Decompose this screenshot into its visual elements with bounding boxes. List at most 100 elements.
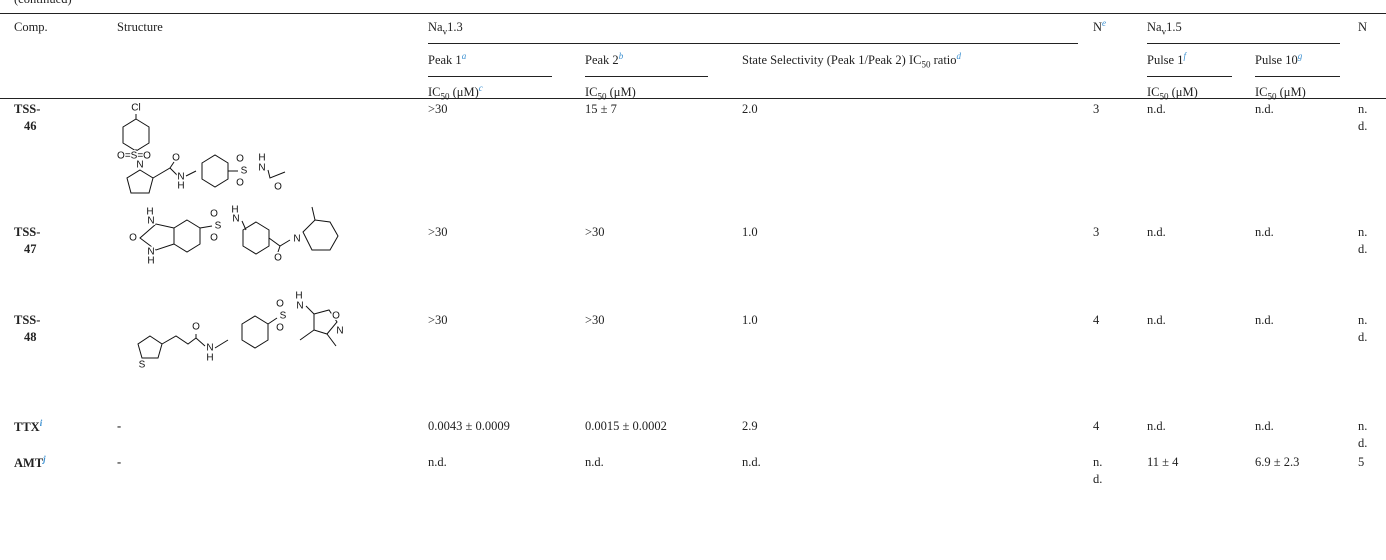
compound: TSS-47	[14, 225, 41, 256]
compound: TTXi	[14, 418, 42, 436]
atom-label: O	[192, 322, 200, 333]
rule	[1255, 76, 1340, 77]
n-e: 3	[1093, 225, 1100, 239]
header-cell: Structure	[117, 20, 163, 34]
ring	[201, 154, 229, 188]
text-part: 1.3	[447, 20, 463, 34]
atom-label: H	[147, 256, 154, 267]
text-part: State Selectivity (Peak 1/Peak 2) IC	[742, 53, 922, 67]
pulse1: n.d.	[1147, 102, 1166, 116]
text-part: 50	[597, 91, 607, 102]
ring	[241, 315, 269, 349]
rule	[428, 76, 552, 77]
text-part: AMT	[14, 456, 44, 470]
text-part: Peak 1	[428, 53, 462, 67]
atom-label: O	[274, 253, 282, 264]
text-part: 50	[440, 91, 450, 102]
pulse10: n.d.	[1255, 313, 1274, 327]
n: 5	[1358, 455, 1365, 469]
atom-label: N	[296, 301, 303, 312]
rule	[1147, 76, 1232, 77]
footnote-mark: d	[956, 50, 962, 61]
atom-label: O	[332, 311, 340, 322]
header-cell: Peak 1a	[428, 50, 467, 69]
peak2: >30	[585, 225, 605, 239]
text-part: Peak 2	[585, 53, 619, 67]
header-cell: IC50 (μM)c	[428, 83, 483, 102]
ring	[126, 169, 154, 194]
pulse10: n.d.	[1255, 419, 1274, 433]
text-part: 1.5	[1166, 20, 1182, 34]
atom-label: S	[215, 221, 222, 232]
rule	[0, 13, 1386, 14]
atom-label: H	[231, 205, 238, 216]
text-part: (μM)	[449, 85, 479, 99]
header-cell: IC50 (μM)	[1147, 84, 1198, 101]
rule	[428, 43, 1078, 44]
atom-label: O	[274, 182, 282, 193]
ratio: 1.0	[742, 225, 758, 239]
atom-label: H	[295, 291, 302, 302]
atom-label: Cl	[131, 103, 140, 114]
peak2: >30	[585, 313, 605, 327]
header-cell: State Selectivity (Peak 1/Peak 2) IC50 r…	[742, 50, 962, 70]
header-cell: Nav1.5	[1147, 19, 1182, 36]
pulse1: n.d.	[1147, 225, 1166, 239]
peak1: n.d.	[428, 455, 447, 469]
atom-label: N	[136, 160, 143, 171]
atom-label: H	[177, 181, 184, 192]
text-part: (μM)	[1276, 85, 1306, 99]
n: n. d.	[1358, 225, 1368, 256]
pulse10: n.d.	[1255, 102, 1274, 116]
ratio: 1.0	[742, 313, 758, 327]
atom-label: O	[129, 233, 137, 244]
structure: -	[117, 419, 122, 433]
footnote-mark: f	[1183, 50, 1186, 61]
text-part: 50	[921, 59, 931, 70]
ring	[242, 221, 270, 255]
pulse1: n.d.	[1147, 313, 1166, 327]
footnote-mark: b	[618, 50, 624, 61]
pulse1: n.d.	[1147, 419, 1166, 433]
text-part: IC	[1147, 85, 1160, 99]
n: n. d.	[1358, 419, 1368, 450]
compound: TSS-48	[14, 313, 41, 344]
text-part: Pulse 10	[1255, 53, 1298, 67]
header-cell: IC50 (μM)	[1255, 84, 1306, 101]
atom-label: S	[241, 166, 248, 177]
text-part: IC	[1255, 85, 1268, 99]
text-part: IC	[428, 85, 441, 99]
header-cell: Ne	[1093, 17, 1107, 36]
text-part: 50	[1159, 91, 1169, 102]
rule	[585, 76, 708, 77]
atom-label: H	[258, 153, 265, 164]
rule	[1147, 43, 1340, 44]
ring	[173, 219, 201, 253]
atom-label: N	[293, 234, 300, 245]
peak2: 15 ± 7	[585, 102, 617, 116]
atom-label: N	[177, 172, 184, 183]
atom-label: O	[210, 233, 218, 244]
footnote-mark: j	[43, 453, 46, 464]
atom-label: N	[147, 216, 154, 227]
atom-label: O	[276, 299, 284, 310]
text-part: Na	[1147, 20, 1162, 34]
peak2: n.d.	[585, 455, 604, 469]
ratio: 2.9	[742, 419, 758, 433]
footnote-mark: a	[461, 50, 467, 61]
atom-label: S	[139, 360, 146, 371]
caption: (continued)	[14, 0, 72, 8]
rule	[0, 98, 1386, 99]
ratio: n.d.	[742, 455, 761, 469]
atom-label: O	[236, 178, 244, 189]
atom-label: N	[336, 326, 343, 337]
pulse10: n.d.	[1255, 225, 1274, 239]
pulse1: 11 ± 4	[1147, 455, 1179, 469]
ring	[137, 335, 163, 359]
atom-label: N	[258, 163, 265, 174]
footnote-mark: e	[1102, 17, 1107, 28]
footnote-mark: g	[1297, 50, 1303, 61]
peak1: >30	[428, 225, 448, 239]
peak2: 0.0015 ± 0.0002	[585, 419, 667, 433]
text-part: TTX	[14, 420, 40, 434]
